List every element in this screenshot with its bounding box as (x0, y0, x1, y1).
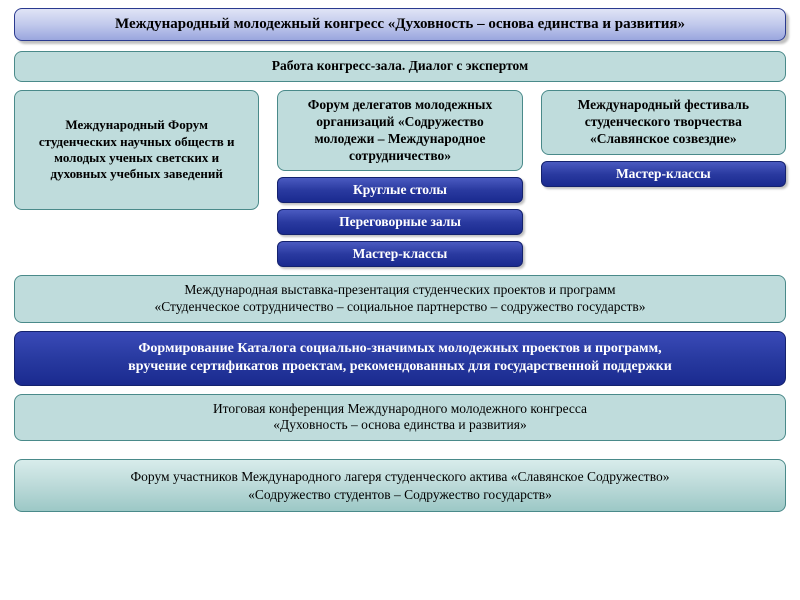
col-1: Международный Форум студенческих научных… (14, 90, 259, 210)
box-festival: Международный фестиваль студенческого тв… (541, 90, 786, 155)
catalog-line2: вручение сертификатов проектам, рекоменд… (128, 359, 672, 374)
exhibition-line1: Международная выставка-презентация студе… (184, 282, 615, 297)
row-exhibition: Международная выставка-презентация студе… (14, 275, 786, 323)
row-catalog-formation: Формирование Каталога социально-значимых… (14, 331, 786, 385)
final-line1: Итоговая конференция Международного моло… (213, 401, 587, 416)
row-final-conference: Итоговая конференция Международного моло… (14, 394, 786, 442)
row-hall-work: Работа конгресс-зала. Диалог с экспертом (14, 51, 786, 82)
catalog-line1: Формирование Каталога социально-значимых… (138, 341, 661, 356)
box-forum-scientific: Международный Форум студенческих научных… (14, 90, 259, 210)
btn-negotiation-halls: Переговорные залы (277, 209, 522, 235)
btn-round-tables: Круглые столы (277, 177, 522, 203)
btn-master-classes-right: Мастер-классы (541, 161, 786, 187)
btn-master-classes-mid: Мастер-классы (277, 241, 522, 267)
final-line2: «Духовность – основа единства и развития… (273, 417, 527, 432)
congress-title-header: Международный молодежный конгресс «Духов… (14, 8, 786, 41)
camp-line1: Форум участников Международного лагеря с… (130, 469, 669, 484)
camp-line2: «Содружество студентов – Содружество гос… (248, 487, 552, 502)
row-forum-camp: Форум участников Международного лагеря с… (14, 459, 786, 512)
exhibition-line2: «Студенческое сотрудничество – социально… (154, 299, 645, 314)
box-forum-delegates: Форум делегатов молодежных организаций «… (277, 90, 522, 172)
col-2: Форум делегатов молодежных организаций «… (277, 90, 522, 268)
col-3: Международный фестиваль студенческого тв… (541, 90, 786, 187)
three-column-row: Международный Форум студенческих научных… (14, 90, 786, 268)
